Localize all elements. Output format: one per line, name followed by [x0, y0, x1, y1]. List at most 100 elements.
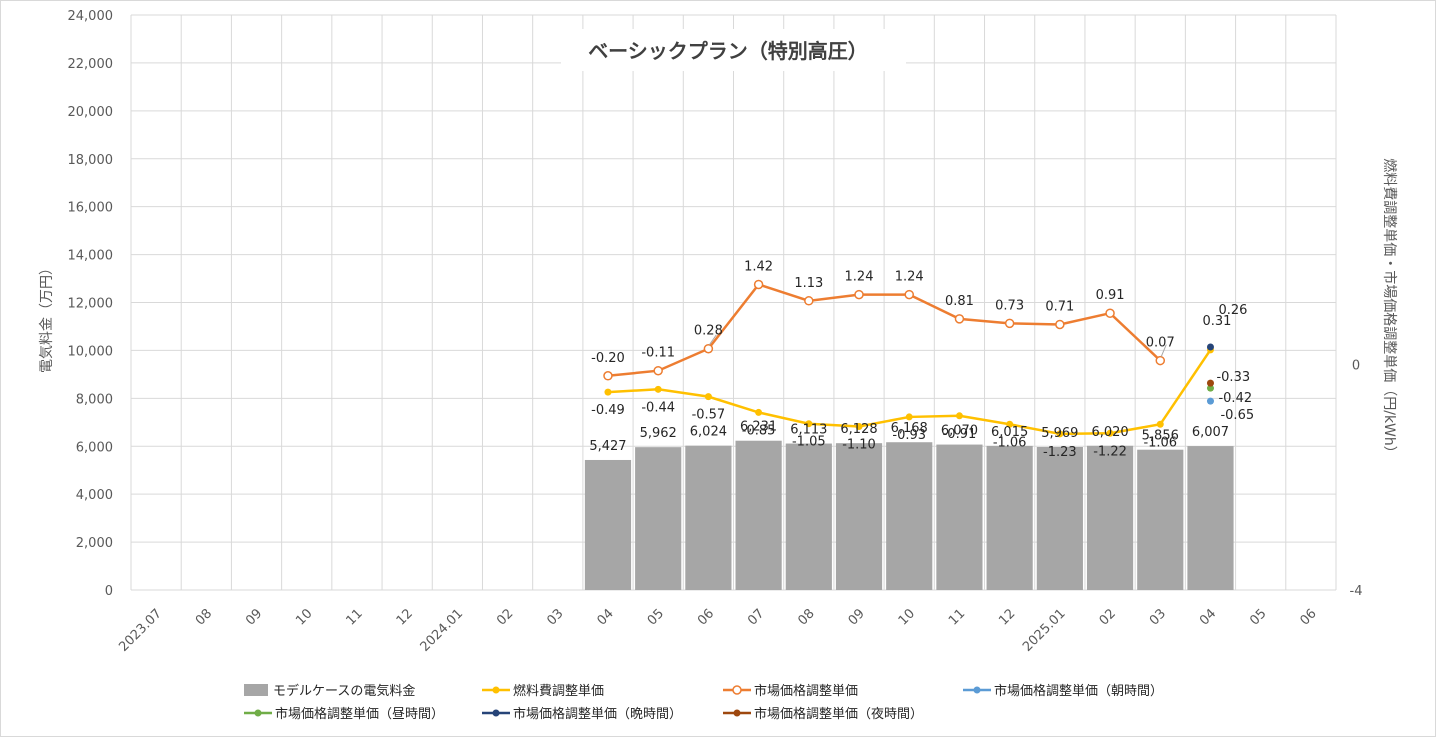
line-data-label: -1.23 [1043, 445, 1077, 460]
legend: モデルケースの電気料金 燃料費調整単価 市場価格調整単価 市場価格調整単価（朝時間） 市… [244, 683, 1163, 722]
line-data-label: -1.06 [993, 435, 1027, 450]
bar [835, 443, 883, 590]
bar [1036, 446, 1083, 590]
bar-data-label: 6,070 [941, 424, 978, 439]
label-leader-line [708, 334, 717, 346]
x-tick-label: 05 [1247, 606, 1269, 628]
right-axis-title: 燃料費調整単価・市場価格調整単価（円/kWh） [1381, 158, 1398, 460]
line-data-label: 0.81 [945, 294, 974, 309]
left-tick-label: 8,000 [76, 392, 113, 407]
series-point [804, 296, 814, 306]
bar-data-label: 5,962 [640, 426, 677, 441]
series-point [904, 289, 914, 300]
x-tick-label: 02 [1097, 606, 1119, 628]
x-tick-label: 10 [896, 606, 918, 628]
line-data-label: 1.24 [845, 270, 874, 285]
bar-data-label: 5,856 [1142, 429, 1179, 444]
x-tick-label: 2024.01 [418, 606, 467, 655]
line-data-label: -0.93 [892, 428, 926, 443]
legend-label: 市場価格調整単価（晩時間） [513, 706, 682, 722]
legend-label: 市場価格調整単価（昼時間） [275, 706, 444, 722]
line-data-label: -0.11 [641, 346, 675, 361]
series-point [1155, 355, 1166, 366]
bar [986, 445, 1033, 590]
line-data-label: -1.22 [1093, 444, 1127, 459]
x-tick-label: 10 [293, 606, 315, 628]
series-point [604, 388, 612, 396]
line-data-label: 0.73 [995, 298, 1024, 313]
legend-swatch-marker [492, 686, 500, 694]
line-data-label: -1.06 [1143, 435, 1177, 450]
line-data-label: -0.57 [692, 408, 726, 423]
bar [1187, 446, 1234, 590]
bar-data-label: 6,113 [790, 423, 827, 438]
left-axis-title: 電気料金（万円） [39, 261, 55, 373]
x-tick-label: 03 [544, 606, 566, 628]
x-tick-label: 08 [795, 606, 817, 628]
bar-data-label: 6,231 [740, 420, 777, 435]
line-series [603, 279, 1214, 438]
series-point [1206, 397, 1214, 405]
line-data-label: -0.85 [742, 423, 776, 438]
line-data-label: 0.26 [1218, 303, 1247, 318]
series-point [703, 343, 714, 354]
x-tick-label: 12 [996, 606, 1018, 628]
bar [685, 445, 732, 590]
chart-title-group: ベーシックプラン（特別高圧） [561, 29, 906, 71]
series-point [855, 423, 863, 431]
left-tick-label: 6,000 [76, 440, 113, 455]
legend-label: 燃料費調整単価 [513, 683, 604, 699]
right-tick-label: 0 [1352, 359, 1360, 374]
legend-swatch-marker [492, 709, 500, 717]
bar [936, 444, 983, 590]
bar-data-label: 6,168 [891, 421, 928, 436]
series-point [1206, 343, 1214, 351]
x-tick-label: 09 [243, 606, 265, 628]
series-point [653, 365, 663, 376]
series-point [753, 279, 764, 290]
bar-data-label: 5,427 [589, 439, 626, 454]
line-data-label: -0.65 [1220, 408, 1254, 423]
line-data-label: 0.28 [694, 324, 723, 339]
x-tick-label: 12 [394, 606, 416, 628]
series-point [955, 412, 963, 420]
left-tick-label: 16,000 [68, 201, 114, 216]
legend-swatch-bar [244, 684, 268, 696]
line-data-label: -0.42 [1218, 391, 1252, 406]
line-data-label: -0.44 [641, 400, 675, 415]
x-tick-label: 03 [1147, 606, 1169, 628]
line-data-label: 0.91 [1096, 288, 1125, 303]
series-point [1106, 429, 1114, 437]
left-tick-label: 4,000 [76, 488, 113, 503]
x-tick-label: 11 [946, 606, 968, 628]
series-point [1206, 384, 1214, 392]
chart-title-background [561, 29, 906, 71]
line-data-label: 0.71 [1045, 299, 1074, 314]
series-point [854, 289, 864, 300]
series-point [805, 420, 813, 428]
series-point [1105, 308, 1115, 318]
bar [1137, 449, 1184, 590]
x-tick-label: 06 [1297, 606, 1319, 628]
bar [735, 440, 782, 590]
x-tick-label: 2023.07 [116, 606, 165, 655]
bar-data-label: 6,007 [1192, 425, 1229, 440]
left-tick-label: 22,000 [68, 57, 114, 72]
bar [635, 447, 682, 590]
x-tick-label: 05 [645, 606, 667, 628]
bar-data-label: 5,969 [1041, 426, 1078, 441]
line-data-label: 1.24 [895, 270, 924, 285]
x-tick-label: 09 [846, 606, 868, 628]
x-tick-label: 08 [193, 606, 215, 628]
series-point [1055, 319, 1065, 330]
gridlines [130, 14, 1337, 591]
left-tick-label: 24,000 [68, 9, 114, 24]
legend-label: 市場価格調整単価（夜時間） [754, 706, 923, 722]
series-point [1056, 430, 1064, 438]
left-tick-label: 12,000 [68, 297, 114, 312]
line-data-label: -0.91 [943, 427, 977, 442]
line-data-label: -1.05 [792, 435, 826, 450]
series-point [905, 413, 913, 421]
